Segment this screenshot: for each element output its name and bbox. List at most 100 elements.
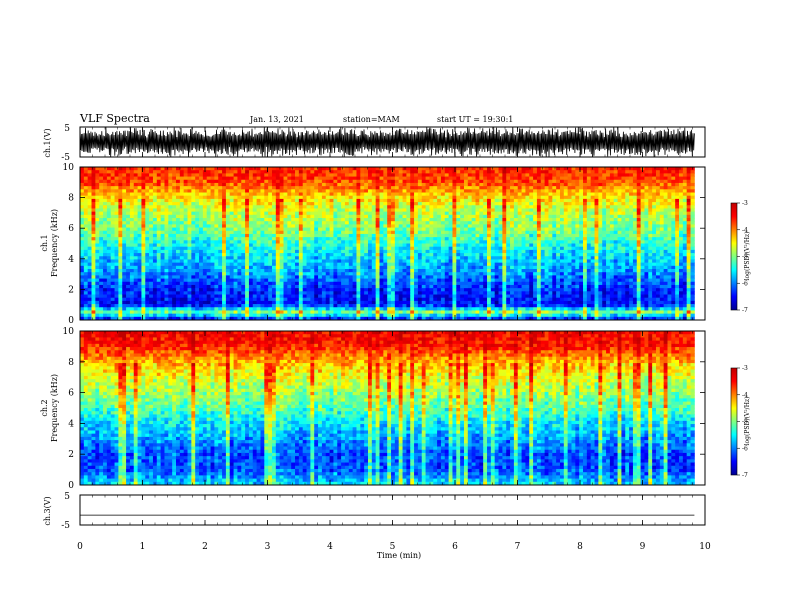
spectrogram-cell bbox=[375, 221, 380, 225]
spectrogram-cell bbox=[156, 182, 162, 187]
spectrogram-cell bbox=[103, 313, 108, 318]
spectrogram-cell bbox=[291, 208, 296, 213]
spectrogram-cell bbox=[463, 173, 469, 177]
spectrogram-cell bbox=[425, 275, 430, 279]
spectrogram-cell bbox=[187, 218, 192, 222]
spectrogram-cell bbox=[210, 316, 215, 321]
spectrogram-cell bbox=[306, 208, 311, 213]
spectrogram-cell bbox=[133, 205, 138, 209]
spectrogram-cell bbox=[417, 284, 423, 289]
spectrogram-cell bbox=[206, 186, 211, 190]
spectrogram-cell bbox=[364, 278, 369, 283]
spectrogram-cell bbox=[183, 291, 188, 295]
spectrogram-cell bbox=[287, 182, 292, 187]
spectrogram-cell bbox=[410, 173, 415, 177]
spectrogram-cell bbox=[106, 304, 112, 308]
spectrogram-cell bbox=[417, 300, 423, 305]
spectrogram-cell bbox=[333, 313, 338, 318]
spectrogram-cell bbox=[471, 240, 476, 244]
spectrogram-cell bbox=[241, 253, 246, 257]
spectrogram-cell bbox=[302, 243, 307, 248]
spectrogram-cell bbox=[241, 294, 246, 299]
spectrogram-cell bbox=[122, 307, 127, 311]
spectrogram-cell bbox=[375, 269, 380, 273]
spectrogram-cell bbox=[172, 230, 177, 235]
spectrogram-cell bbox=[302, 208, 307, 213]
spectrogram-cell bbox=[440, 262, 446, 267]
spectrogram-cell bbox=[210, 186, 215, 190]
spectrogram-cell bbox=[341, 186, 346, 190]
spectrogram-cell bbox=[433, 291, 438, 295]
spectrogram-cell bbox=[149, 237, 154, 241]
spectrogram-cell bbox=[122, 186, 127, 190]
spectrogram-cell bbox=[391, 307, 396, 311]
spectrogram-cell bbox=[440, 243, 446, 248]
spectrogram-cell bbox=[222, 310, 227, 315]
spectrogram-cell bbox=[80, 256, 85, 260]
spectrogram-cell bbox=[145, 284, 150, 289]
spectrogram-cell bbox=[344, 170, 350, 174]
spectrogram-cell bbox=[149, 173, 154, 177]
spectrogram-cell bbox=[248, 237, 254, 241]
spectrogram-cell bbox=[195, 218, 200, 222]
spectrogram-cell bbox=[191, 173, 196, 177]
spectrogram-cell bbox=[444, 198, 450, 203]
spectrogram-cell bbox=[168, 243, 173, 248]
spectrogram-cell bbox=[475, 170, 480, 174]
spectrogram-cell bbox=[356, 170, 361, 174]
spectrogram-cell bbox=[252, 291, 258, 295]
spectrogram-cell bbox=[298, 211, 304, 216]
spectrogram-cell bbox=[187, 304, 192, 308]
spectrogram-cell bbox=[118, 198, 123, 203]
spectrogram-cell bbox=[402, 313, 407, 318]
spectrogram-cell bbox=[271, 291, 277, 295]
spectrogram-cell bbox=[348, 214, 354, 219]
spectrogram-cell bbox=[456, 275, 461, 279]
spectrogram-cell bbox=[275, 179, 281, 184]
spectrogram-cell bbox=[260, 237, 265, 241]
spectrogram-cell bbox=[164, 182, 169, 187]
spectrogram-cell bbox=[141, 230, 146, 235]
spectrogram-cell bbox=[344, 233, 350, 238]
spectrogram-cell bbox=[229, 221, 234, 225]
spectrogram-cell bbox=[260, 179, 265, 184]
spectrogram-cell bbox=[325, 275, 330, 279]
spectrogram-cell bbox=[156, 237, 162, 241]
spectrogram-cell bbox=[195, 179, 200, 184]
spectrogram-cell bbox=[133, 167, 138, 171]
spectrogram-cell bbox=[164, 202, 169, 206]
spectrogram-cell bbox=[187, 262, 192, 267]
spectrogram-cell bbox=[87, 227, 92, 232]
spectrogram-cell bbox=[314, 269, 319, 273]
spectrogram-cell bbox=[341, 179, 346, 184]
spectrogram-cell bbox=[337, 205, 342, 209]
spectrogram-cell bbox=[437, 186, 442, 190]
spectrogram-cell bbox=[264, 167, 269, 171]
spectrogram-cell bbox=[279, 170, 284, 174]
spectrogram-cell bbox=[471, 300, 476, 305]
spectrogram-cell bbox=[314, 284, 319, 289]
spectrogram-cell bbox=[264, 227, 269, 232]
spectrogram-cell bbox=[183, 304, 188, 308]
spectrogram-cell bbox=[402, 240, 407, 244]
spectrogram-cell bbox=[275, 313, 281, 318]
spectrogram-cell bbox=[191, 294, 196, 299]
spectrogram-cell bbox=[118, 297, 123, 302]
spectrogram-cell bbox=[237, 179, 242, 184]
spectrogram-cell bbox=[433, 170, 438, 174]
spectrogram-cell bbox=[321, 259, 327, 264]
spectrogram-cell bbox=[156, 179, 162, 184]
spectrogram-cell bbox=[275, 240, 281, 244]
spectrogram-cell bbox=[337, 249, 342, 254]
spectrogram-cell bbox=[329, 186, 334, 190]
spectrogram-cell bbox=[352, 278, 357, 283]
spectrogram-cell bbox=[414, 265, 419, 270]
spectrogram-cell bbox=[302, 176, 307, 181]
spectrogram-cell bbox=[333, 224, 338, 228]
spectrogram-cell bbox=[99, 208, 104, 213]
spectrogram-cell bbox=[95, 262, 100, 267]
spectrogram-cell bbox=[168, 202, 173, 206]
spectrogram-cell bbox=[168, 227, 173, 232]
spectrogram-cell bbox=[379, 310, 384, 315]
spectrogram-cell bbox=[344, 265, 350, 270]
